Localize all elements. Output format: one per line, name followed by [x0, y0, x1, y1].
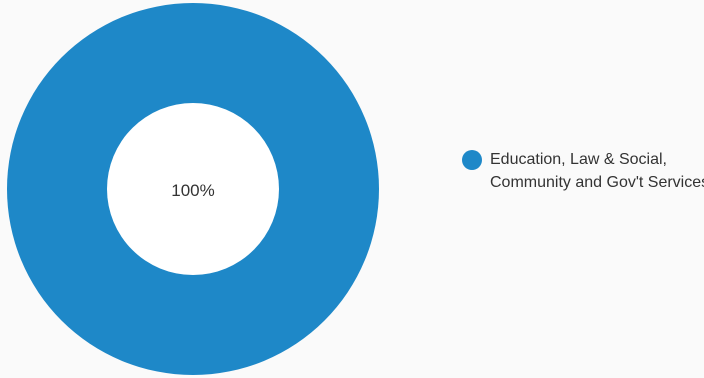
center-percent-label: 100% [171, 181, 214, 200]
legend: Education, Law & Social, Community and G… [462, 148, 704, 194]
legend-label: Education, Law & Social, Community and G… [490, 151, 704, 191]
donut-hole [107, 103, 279, 275]
legend-swatch [462, 150, 482, 170]
donut-svg: 100% [7, 3, 379, 375]
legend-item[interactable]: Education, Law & Social, Community and G… [462, 148, 704, 194]
